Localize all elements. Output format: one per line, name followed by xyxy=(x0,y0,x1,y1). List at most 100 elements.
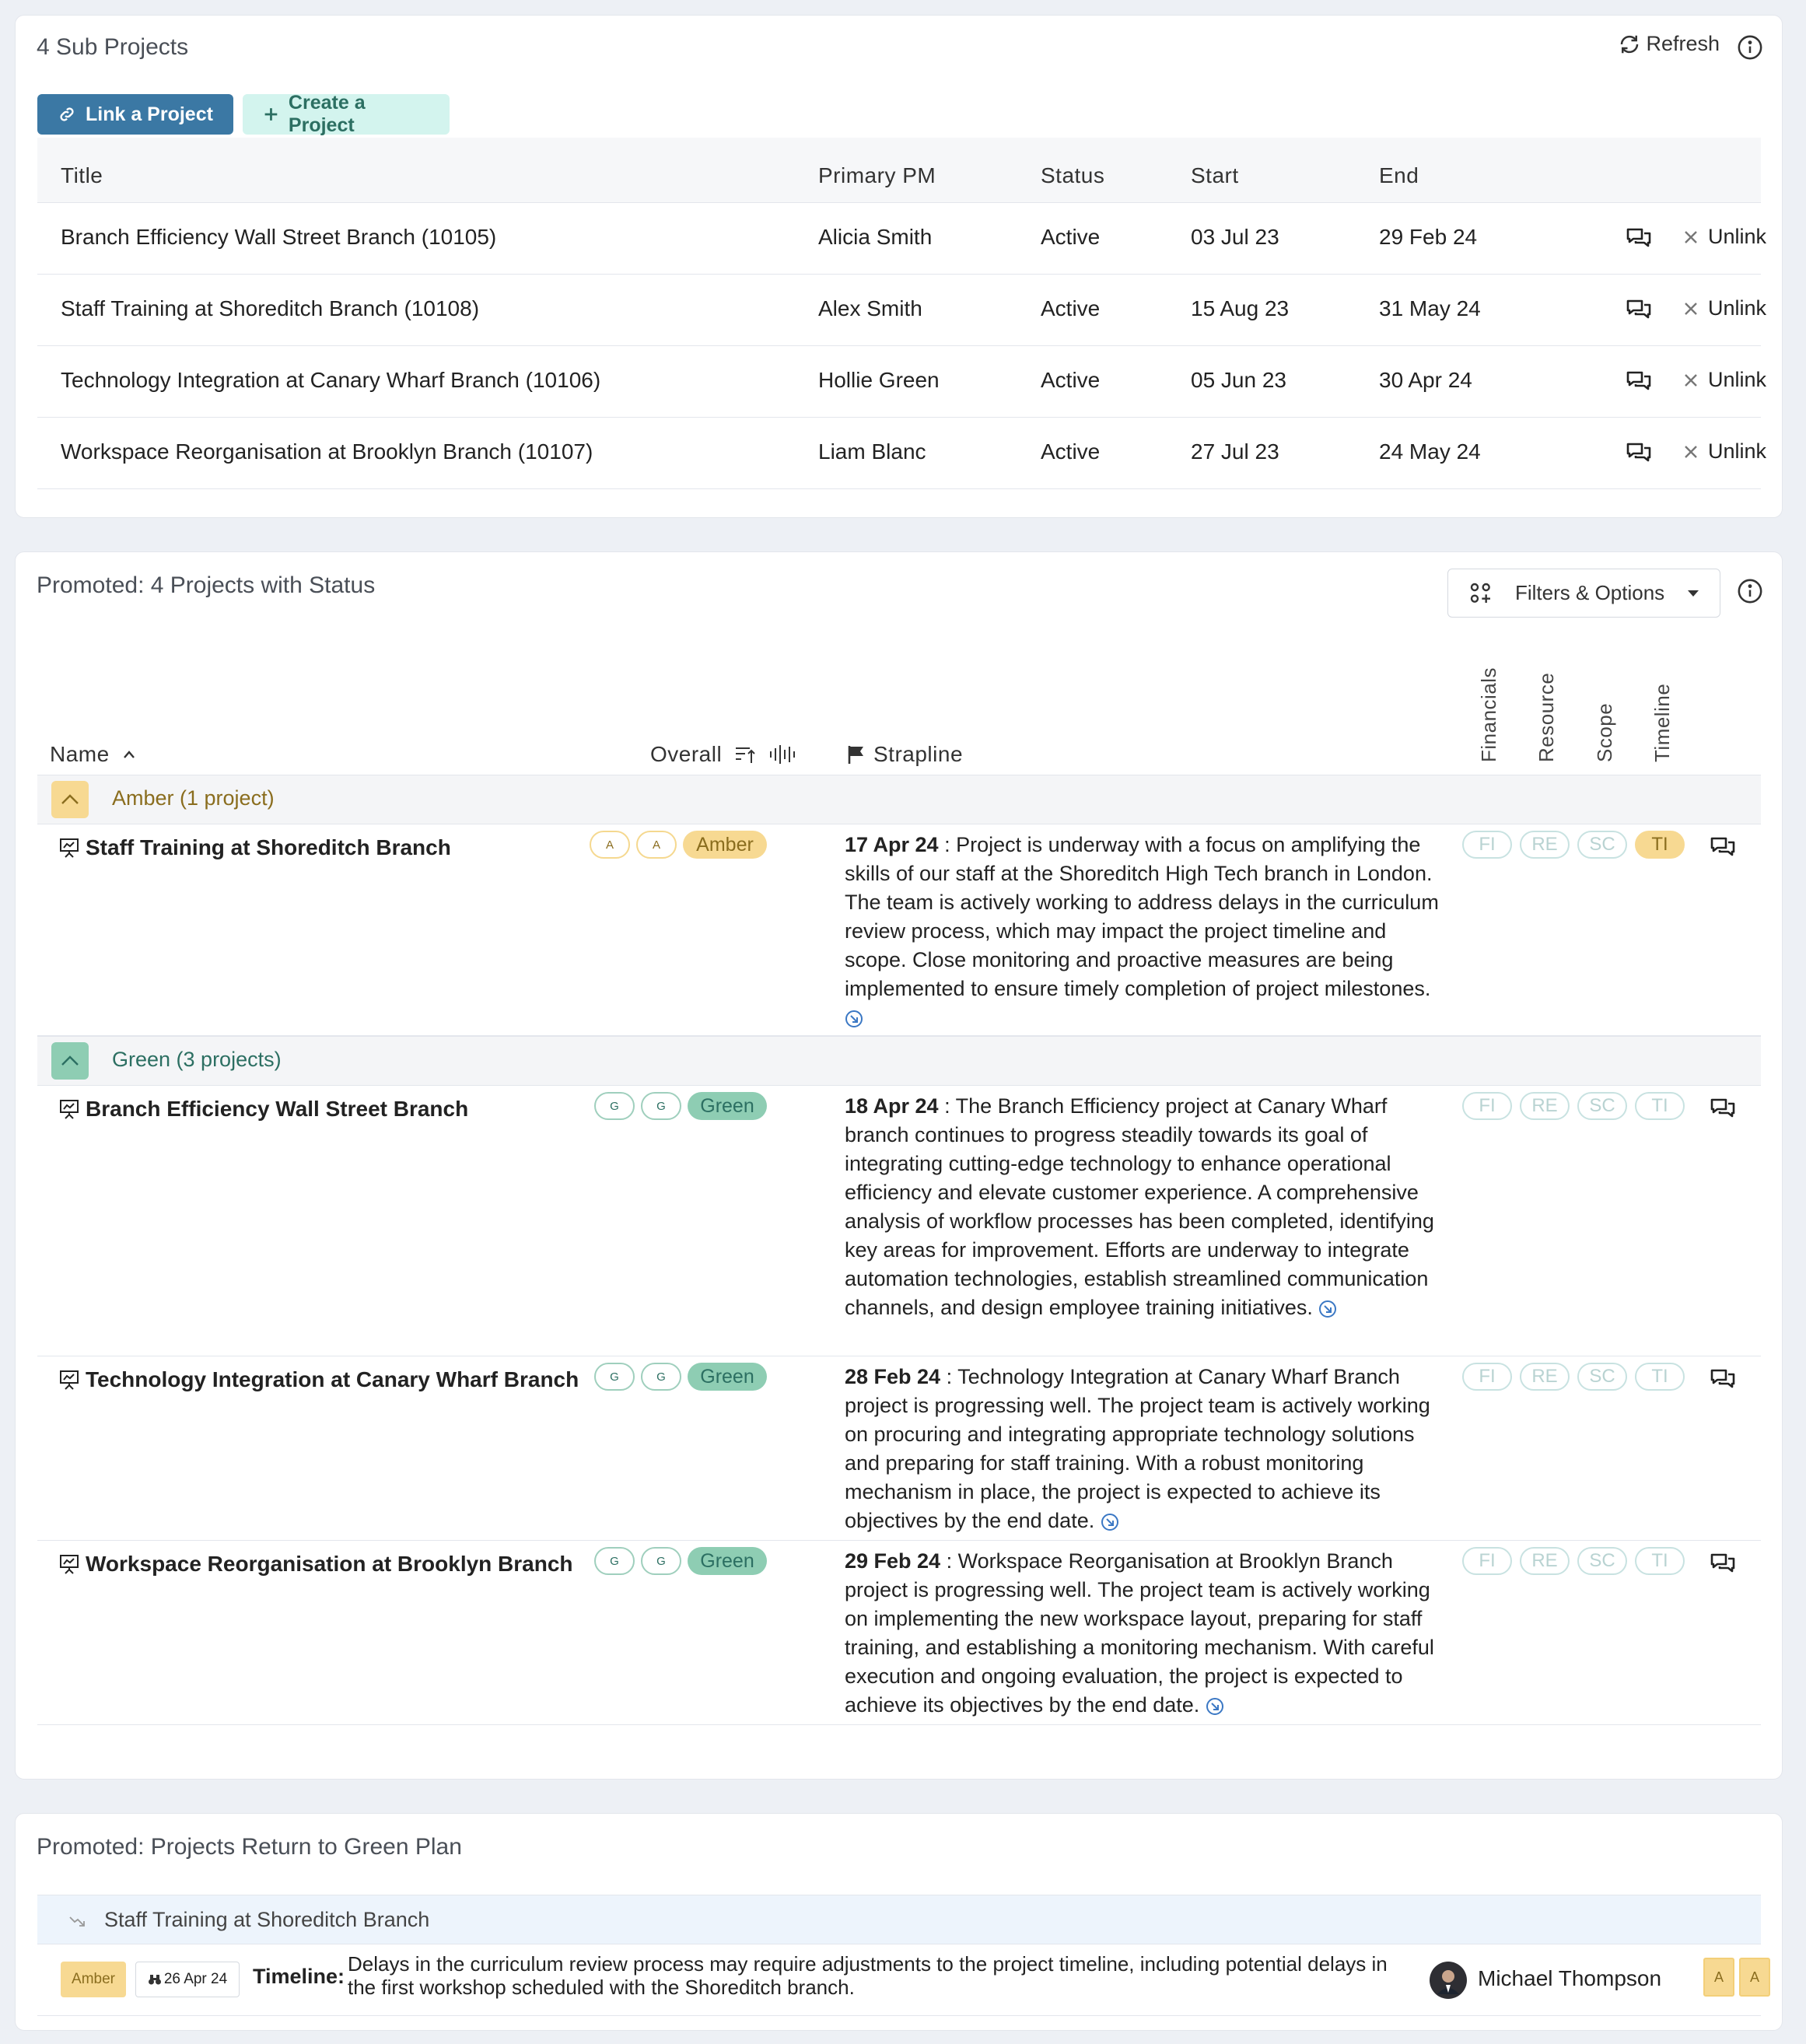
project-name-link[interactable]: Branch Efficiency Wall Street Branch xyxy=(59,1097,468,1122)
strapline-text: The Branch Efficiency project at Canary … xyxy=(845,1094,1434,1319)
cell-title[interactable]: Staff Training at Shoreditch Branch (101… xyxy=(61,296,480,320)
unlink-button[interactable]: Unlink xyxy=(1683,296,1766,320)
mini-status-pill: A xyxy=(636,831,677,859)
cell-pm: Hollie Green xyxy=(818,368,940,392)
table-row[interactable]: Staff Training at Shoreditch Branch (101… xyxy=(37,275,1766,346)
col-scope[interactable]: Scope xyxy=(1593,702,1616,762)
cell-start: 27 Jul 23 xyxy=(1191,439,1279,464)
table-row[interactable]: Branch Efficiency Wall Street Branch (10… xyxy=(37,203,1766,275)
cell-title[interactable]: Technology Integration at Canary Wharf B… xyxy=(61,368,601,392)
collapse-chevron[interactable] xyxy=(51,1042,89,1080)
chat-icon[interactable] xyxy=(1710,1367,1736,1391)
project-row: Staff Training at Shoreditch Branch A A Amb… xyxy=(37,824,1761,1036)
dimension-pill-ti: TI xyxy=(1635,1092,1685,1120)
project-row: Branch Efficiency Wall Street Branch G G Gr… xyxy=(37,1086,1761,1356)
strapline-text: Project is underway with a focus on ampl… xyxy=(845,833,1439,1000)
col-name[interactable]: Name xyxy=(50,742,136,767)
col-timeline[interactable]: Timeline xyxy=(1650,683,1674,762)
unlink-label: Unlink xyxy=(1708,439,1767,463)
rg-date: 26 Apr 24 xyxy=(163,1971,228,1987)
mini-status-pill: G xyxy=(641,1547,681,1575)
close-icon xyxy=(1685,373,1697,387)
collapse-chevron[interactable] xyxy=(51,781,89,818)
create-project-button[interactable]: Create a Project xyxy=(243,92,450,136)
goto-arrow-icon[interactable] xyxy=(1101,1513,1119,1531)
dimension-pill-ti: TI xyxy=(1635,1363,1685,1391)
chat-icon[interactable] xyxy=(1710,1552,1736,1575)
rg-badge-1: A xyxy=(1703,1958,1734,1997)
table-row[interactable]: Technology Integration at Canary Wharf B… xyxy=(37,346,1766,418)
goto-arrow-icon[interactable] xyxy=(1206,1697,1224,1716)
cell-pm: Alex Smith xyxy=(818,296,922,320)
strapline-date: 29 Feb 24 xyxy=(845,1549,941,1573)
strapline-text: Technology Integration at Canary Wharf B… xyxy=(845,1365,1430,1532)
rg-project-header[interactable]: Staff Training at Shoreditch Branch xyxy=(37,1895,1761,1944)
cell-title[interactable]: Branch Efficiency Wall Street Branch (10… xyxy=(61,225,497,249)
overall-status-badge: Green xyxy=(688,1547,767,1575)
col-strapline[interactable]: Strapline xyxy=(847,742,963,767)
chat-icon[interactable] xyxy=(1626,369,1652,393)
rg-item-row: Amber 26 Apr 24 Timeline: Delays in the … xyxy=(37,1944,1770,2016)
dimension-pill-fi: FI xyxy=(1462,1547,1512,1575)
info-icon[interactable] xyxy=(1737,578,1763,604)
waveform-icon[interactable] xyxy=(768,744,798,765)
goto-arrow-icon[interactable] xyxy=(845,1010,863,1028)
cell-end: 30 Apr 24 xyxy=(1379,368,1472,392)
group-label: Green (3 projects) xyxy=(112,1048,282,1071)
chat-icon[interactable] xyxy=(1626,298,1652,321)
col-overall[interactable]: Overall xyxy=(650,742,798,767)
col-status[interactable]: Status xyxy=(1041,163,1105,187)
info-icon[interactable] xyxy=(1737,34,1763,61)
col-start[interactable]: Start xyxy=(1191,163,1239,187)
chat-icon[interactable] xyxy=(1710,1097,1736,1120)
group-header[interactable]: Amber (1 project) xyxy=(37,775,1761,824)
goto-arrow-icon[interactable] xyxy=(1318,1300,1337,1318)
dimension-pill-sc: SC xyxy=(1577,1363,1627,1391)
refresh-button[interactable]: Refresh xyxy=(1618,32,1720,56)
mini-status-pill: G xyxy=(594,1092,635,1120)
col-primary-pm[interactable]: Primary PM xyxy=(818,163,936,187)
col-financials[interactable]: Financials xyxy=(1477,667,1500,762)
dimension-pill-ti: TI xyxy=(1635,1547,1685,1575)
sort-icon[interactable] xyxy=(734,744,756,765)
filters-options-dropdown[interactable]: Filters & Options xyxy=(1447,569,1720,618)
rg-badge-2: A xyxy=(1739,1958,1770,1997)
strapline-date: 17 Apr 24 xyxy=(845,833,939,856)
table-row[interactable]: Workspace Reorganisation at Brooklyn Bra… xyxy=(37,418,1766,489)
col-resource[interactable]: Resource xyxy=(1535,672,1558,762)
rg-date-badge: 26 Apr 24 xyxy=(135,1962,240,1997)
cell-status: Active xyxy=(1041,368,1101,392)
col-end[interactable]: End xyxy=(1379,163,1419,187)
mini-status-pill: G xyxy=(641,1092,681,1120)
chat-icon[interactable] xyxy=(1626,441,1652,464)
col-strapline-label: Strapline xyxy=(873,742,964,766)
project-name-link[interactable]: Staff Training at Shoreditch Branch xyxy=(59,835,451,860)
col-name-label: Name xyxy=(50,742,110,766)
col-title[interactable]: Title xyxy=(61,163,103,187)
cell-status: Active xyxy=(1041,296,1101,320)
mini-status-pill: G xyxy=(594,1547,635,1575)
link-icon xyxy=(60,107,74,121)
dimension-pill-sc: SC xyxy=(1577,1547,1627,1575)
project-name-link[interactable]: Technology Integration at Canary Wharf B… xyxy=(59,1367,579,1392)
link-project-button[interactable]: Link a Project xyxy=(37,94,233,135)
close-icon xyxy=(1685,302,1697,315)
project-row: Technology Integration at Canary Wharf B… xyxy=(37,1356,1761,1541)
unlink-button[interactable]: Unlink xyxy=(1683,368,1766,392)
strapline: 29 Feb 24 : Workspace Reorganisation at … xyxy=(845,1549,1434,1717)
unlink-button[interactable]: Unlink xyxy=(1683,439,1766,464)
cell-title[interactable]: Workspace Reorganisation at Brooklyn Bra… xyxy=(61,439,593,464)
avatar xyxy=(1430,1962,1467,1999)
close-icon xyxy=(1685,445,1697,458)
group-header[interactable]: Green (3 projects) xyxy=(37,1036,1761,1086)
sub-projects-table-header: Title Primary PM Status Start End xyxy=(37,138,1761,203)
chat-icon[interactable] xyxy=(1710,835,1736,859)
dimension-pill-re: RE xyxy=(1520,1547,1570,1575)
strapline: 17 Apr 24 : Project is underway with a f… xyxy=(845,831,1451,1032)
unlink-button[interactable]: Unlink xyxy=(1683,225,1766,249)
plus-icon xyxy=(264,108,278,121)
project-name-link[interactable]: Workspace Reorganisation at Brooklyn Bra… xyxy=(59,1552,573,1577)
chat-icon[interactable] xyxy=(1626,226,1652,250)
binoculars-icon xyxy=(148,1975,161,1985)
cell-start: 03 Jul 23 xyxy=(1191,225,1279,249)
